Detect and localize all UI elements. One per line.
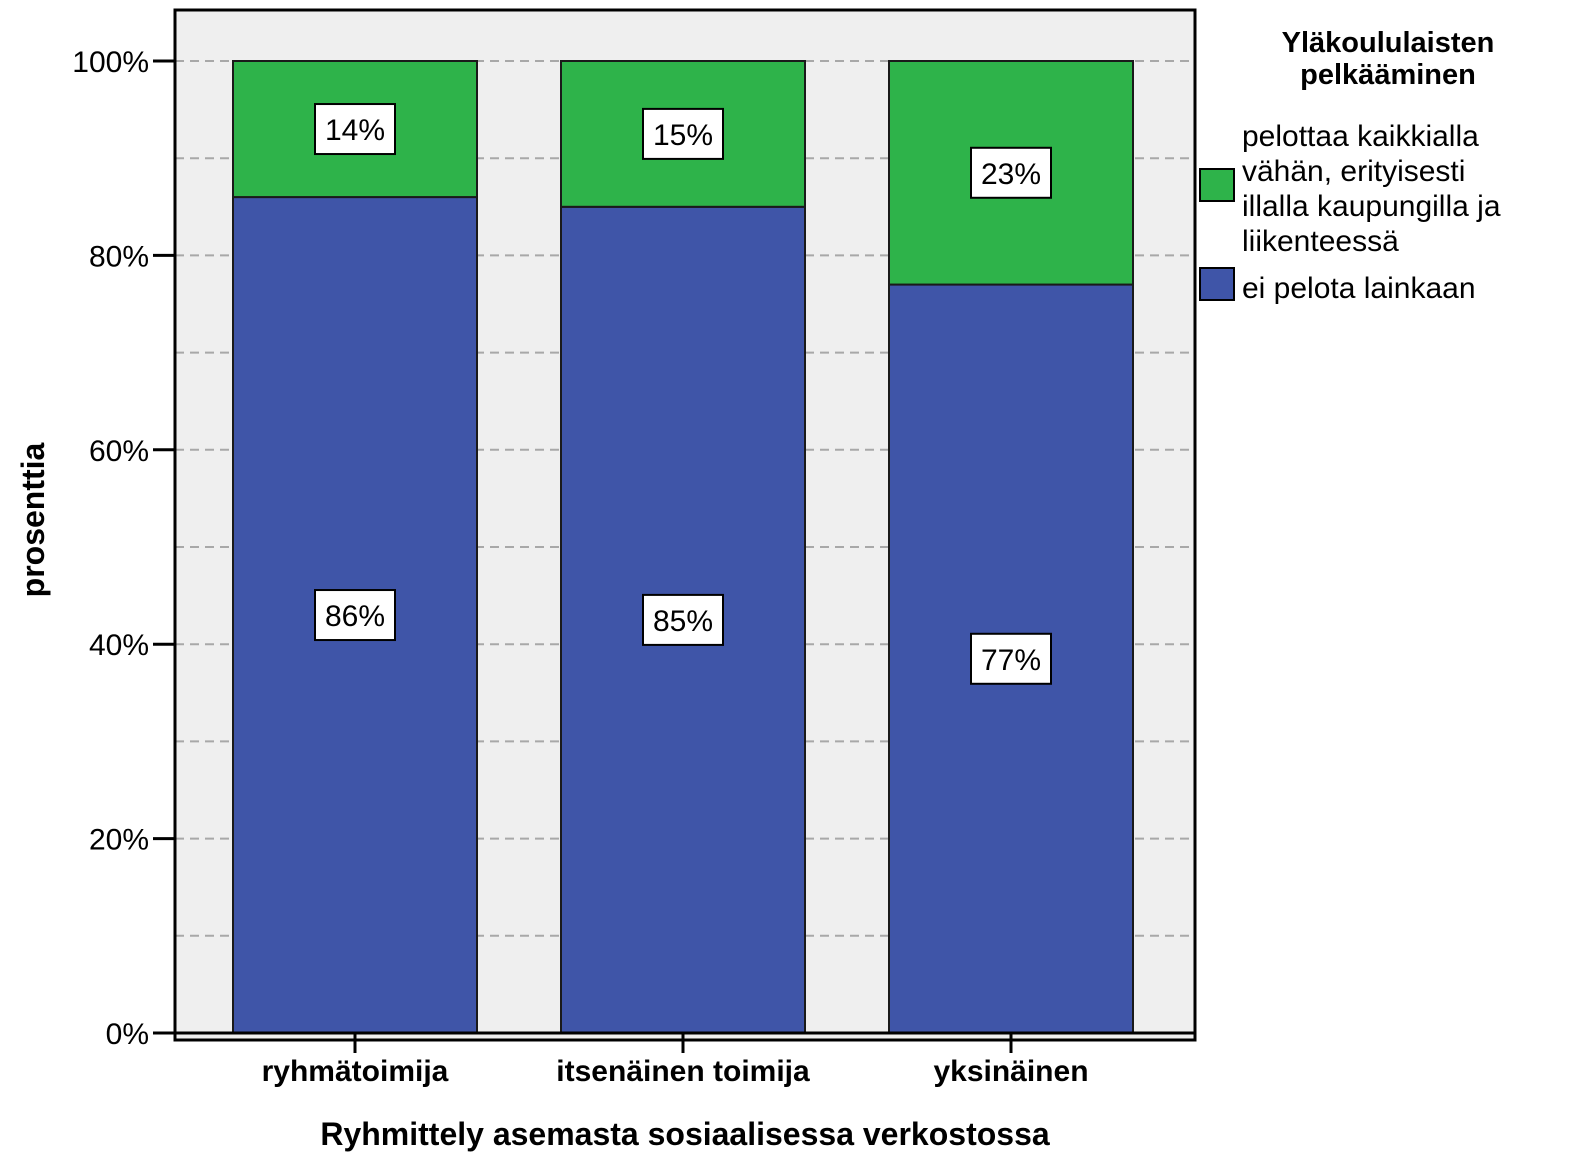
- y-tick-label: 60%: [89, 435, 149, 468]
- data-label: 15%: [653, 119, 713, 152]
- x-tick-label: ryhmätoimija: [262, 1055, 449, 1088]
- legend-swatch: [1199, 168, 1235, 202]
- x-axis-title: Ryhmittely asemasta sosiaalisessa verkos…: [320, 1116, 1050, 1152]
- bars: [232, 60, 1134, 1035]
- data-label-box: [642, 107, 724, 160]
- data-label-box: [642, 593, 724, 646]
- legend: Yläkoululaisten pelkääminen pelottaa kaikk…: [1199, 27, 1501, 305]
- data-label: 23%: [981, 158, 1041, 191]
- y-tick-label: 80%: [89, 240, 149, 273]
- y-axis-title: prosenttia: [15, 442, 51, 597]
- x-tick-label: itsenäinen toimija: [556, 1055, 810, 1088]
- legend-label: pelottaa kaikkialla vähän, erityisesti ill…: [1242, 120, 1501, 258]
- data-label-box: [970, 146, 1052, 199]
- data-label-box: [970, 632, 1052, 685]
- x-tick-label: yksinäinen: [933, 1055, 1088, 1088]
- legend-swatch: [1199, 267, 1235, 301]
- data-label: 85%: [653, 605, 713, 638]
- y-tick-label: 40%: [89, 629, 149, 662]
- data-label: 77%: [981, 644, 1041, 677]
- data-label: 14%: [325, 114, 385, 147]
- data-labels: 86% 14% 85% 15% 77% 23%: [314, 103, 1052, 685]
- legend-label: ei pelota lainkaan: [1242, 272, 1476, 305]
- legend-title: Yläkoululaisten pelkääminen: [1282, 27, 1495, 91]
- data-label: 86%: [325, 600, 385, 633]
- y-tick-label: 100%: [72, 46, 149, 79]
- data-label-box: [314, 589, 396, 642]
- y-tick-label: 0%: [106, 1018, 149, 1051]
- axes: 0% 20% 40% 60% 80% 100% ryhmätoimija itsenäinen…: [72, 10, 1195, 1088]
- data-label-box: [314, 103, 396, 156]
- y-tick-label: 20%: [89, 824, 149, 857]
